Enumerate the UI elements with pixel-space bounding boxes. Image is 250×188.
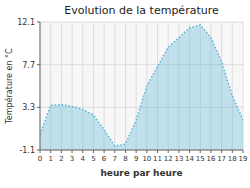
line <box>40 25 243 146</box>
x-tick-label: 13 <box>174 155 183 163</box>
plot-background <box>40 22 243 150</box>
y-tick <box>37 22 40 23</box>
x-tick <box>125 150 126 153</box>
axes: 012345678910111213141516171819-1.13.37.7… <box>17 18 247 163</box>
grid-line-x <box>114 22 115 150</box>
x-tick <box>200 150 201 153</box>
grid-line-y <box>40 150 243 151</box>
y-tick-label: 3.3 <box>22 103 35 112</box>
x-tick-label: 2 <box>59 155 63 163</box>
grid-line-x <box>125 22 126 150</box>
y-axis-label: Température en °C <box>4 48 14 125</box>
x-tick-label: 15 <box>196 155 205 163</box>
x-tick-label: 18 <box>228 155 237 163</box>
x-tick <box>221 150 222 153</box>
x-tick-label: 1 <box>48 155 52 163</box>
x-tick <box>136 150 137 153</box>
x-tick <box>72 150 73 153</box>
x-tick-label: 17 <box>217 155 226 163</box>
chart-container: 012345678910111213141516171819-1.13.37.7… <box>0 0 250 188</box>
grid-line-x <box>40 22 41 150</box>
y-tick <box>37 107 40 108</box>
x-tick-label: 19 <box>239 155 248 163</box>
x-tick-label: 0 <box>38 155 42 163</box>
x-tick-label: 3 <box>70 155 74 163</box>
x-axis-label: heure par heure <box>100 168 182 178</box>
x-axis-line <box>40 150 243 151</box>
x-tick-label: 16 <box>206 155 215 163</box>
y-tick-label: 12.1 <box>17 18 35 27</box>
x-tick-label: 10 <box>142 155 151 163</box>
x-tick <box>104 150 105 153</box>
y-tick <box>37 64 40 65</box>
y-tick-label: -1.1 <box>19 146 35 155</box>
x-tick-label: 7 <box>113 155 117 163</box>
x-tick <box>146 150 147 153</box>
y-tick-label: 7.7 <box>22 61 35 70</box>
x-tick <box>114 150 115 153</box>
x-tick-label: 8 <box>123 155 127 163</box>
x-tick <box>232 150 233 153</box>
x-tick-label: 6 <box>102 155 107 163</box>
x-tick <box>61 150 62 153</box>
y-tick <box>37 150 40 151</box>
x-tick <box>178 150 179 153</box>
x-tick <box>243 150 244 153</box>
x-tick-label: 14 <box>185 155 194 163</box>
x-tick-label: 5 <box>91 155 95 163</box>
x-tick <box>168 150 169 153</box>
grid <box>40 22 243 150</box>
x-tick <box>82 150 83 153</box>
y-axis-line <box>40 22 41 150</box>
chart-svg: 012345678910111213141516171819-1.13.37.7… <box>0 0 250 188</box>
x-tick-label: 12 <box>164 155 173 163</box>
data-group <box>40 25 243 150</box>
grid-line-y <box>40 22 243 23</box>
x-tick <box>93 150 94 153</box>
x-tick <box>210 150 211 153</box>
x-tick <box>50 150 51 153</box>
area <box>40 25 243 150</box>
x-tick-label: 11 <box>153 155 162 163</box>
x-tick-label: 9 <box>134 155 138 163</box>
x-tick-label: 4 <box>81 155 86 163</box>
title: Evolution de la température <box>64 4 219 17</box>
x-tick <box>189 150 190 153</box>
x-tick <box>157 150 158 153</box>
